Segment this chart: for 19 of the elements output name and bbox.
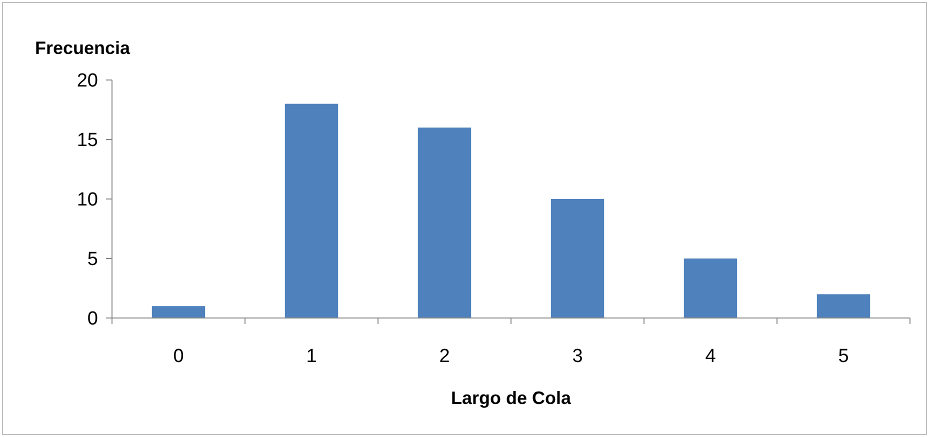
- bar: [550, 199, 604, 318]
- x-tick-label: 4: [705, 346, 716, 367]
- y-tick-label: 0: [87, 308, 98, 330]
- y-axis-title: Frecuencia: [35, 38, 132, 58]
- y-tick-label: 20: [76, 70, 98, 92]
- x-tick-label: 5: [838, 346, 849, 367]
- x-tick-label: 3: [572, 346, 583, 367]
- bar: [816, 294, 870, 318]
- bar: [418, 128, 472, 318]
- x-tick-label: 0: [173, 346, 184, 367]
- bar: [684, 258, 738, 318]
- x-axis-title: Largo de Cola: [450, 388, 572, 408]
- bar: [284, 104, 338, 318]
- y-tick-label: 10: [76, 190, 98, 211]
- y-tick-label: 15: [76, 130, 98, 152]
- x-tick-label: 1: [306, 346, 317, 367]
- bar: [152, 306, 206, 318]
- x-tick-label: 2: [439, 346, 450, 367]
- y-tick-label: 5: [87, 249, 98, 270]
